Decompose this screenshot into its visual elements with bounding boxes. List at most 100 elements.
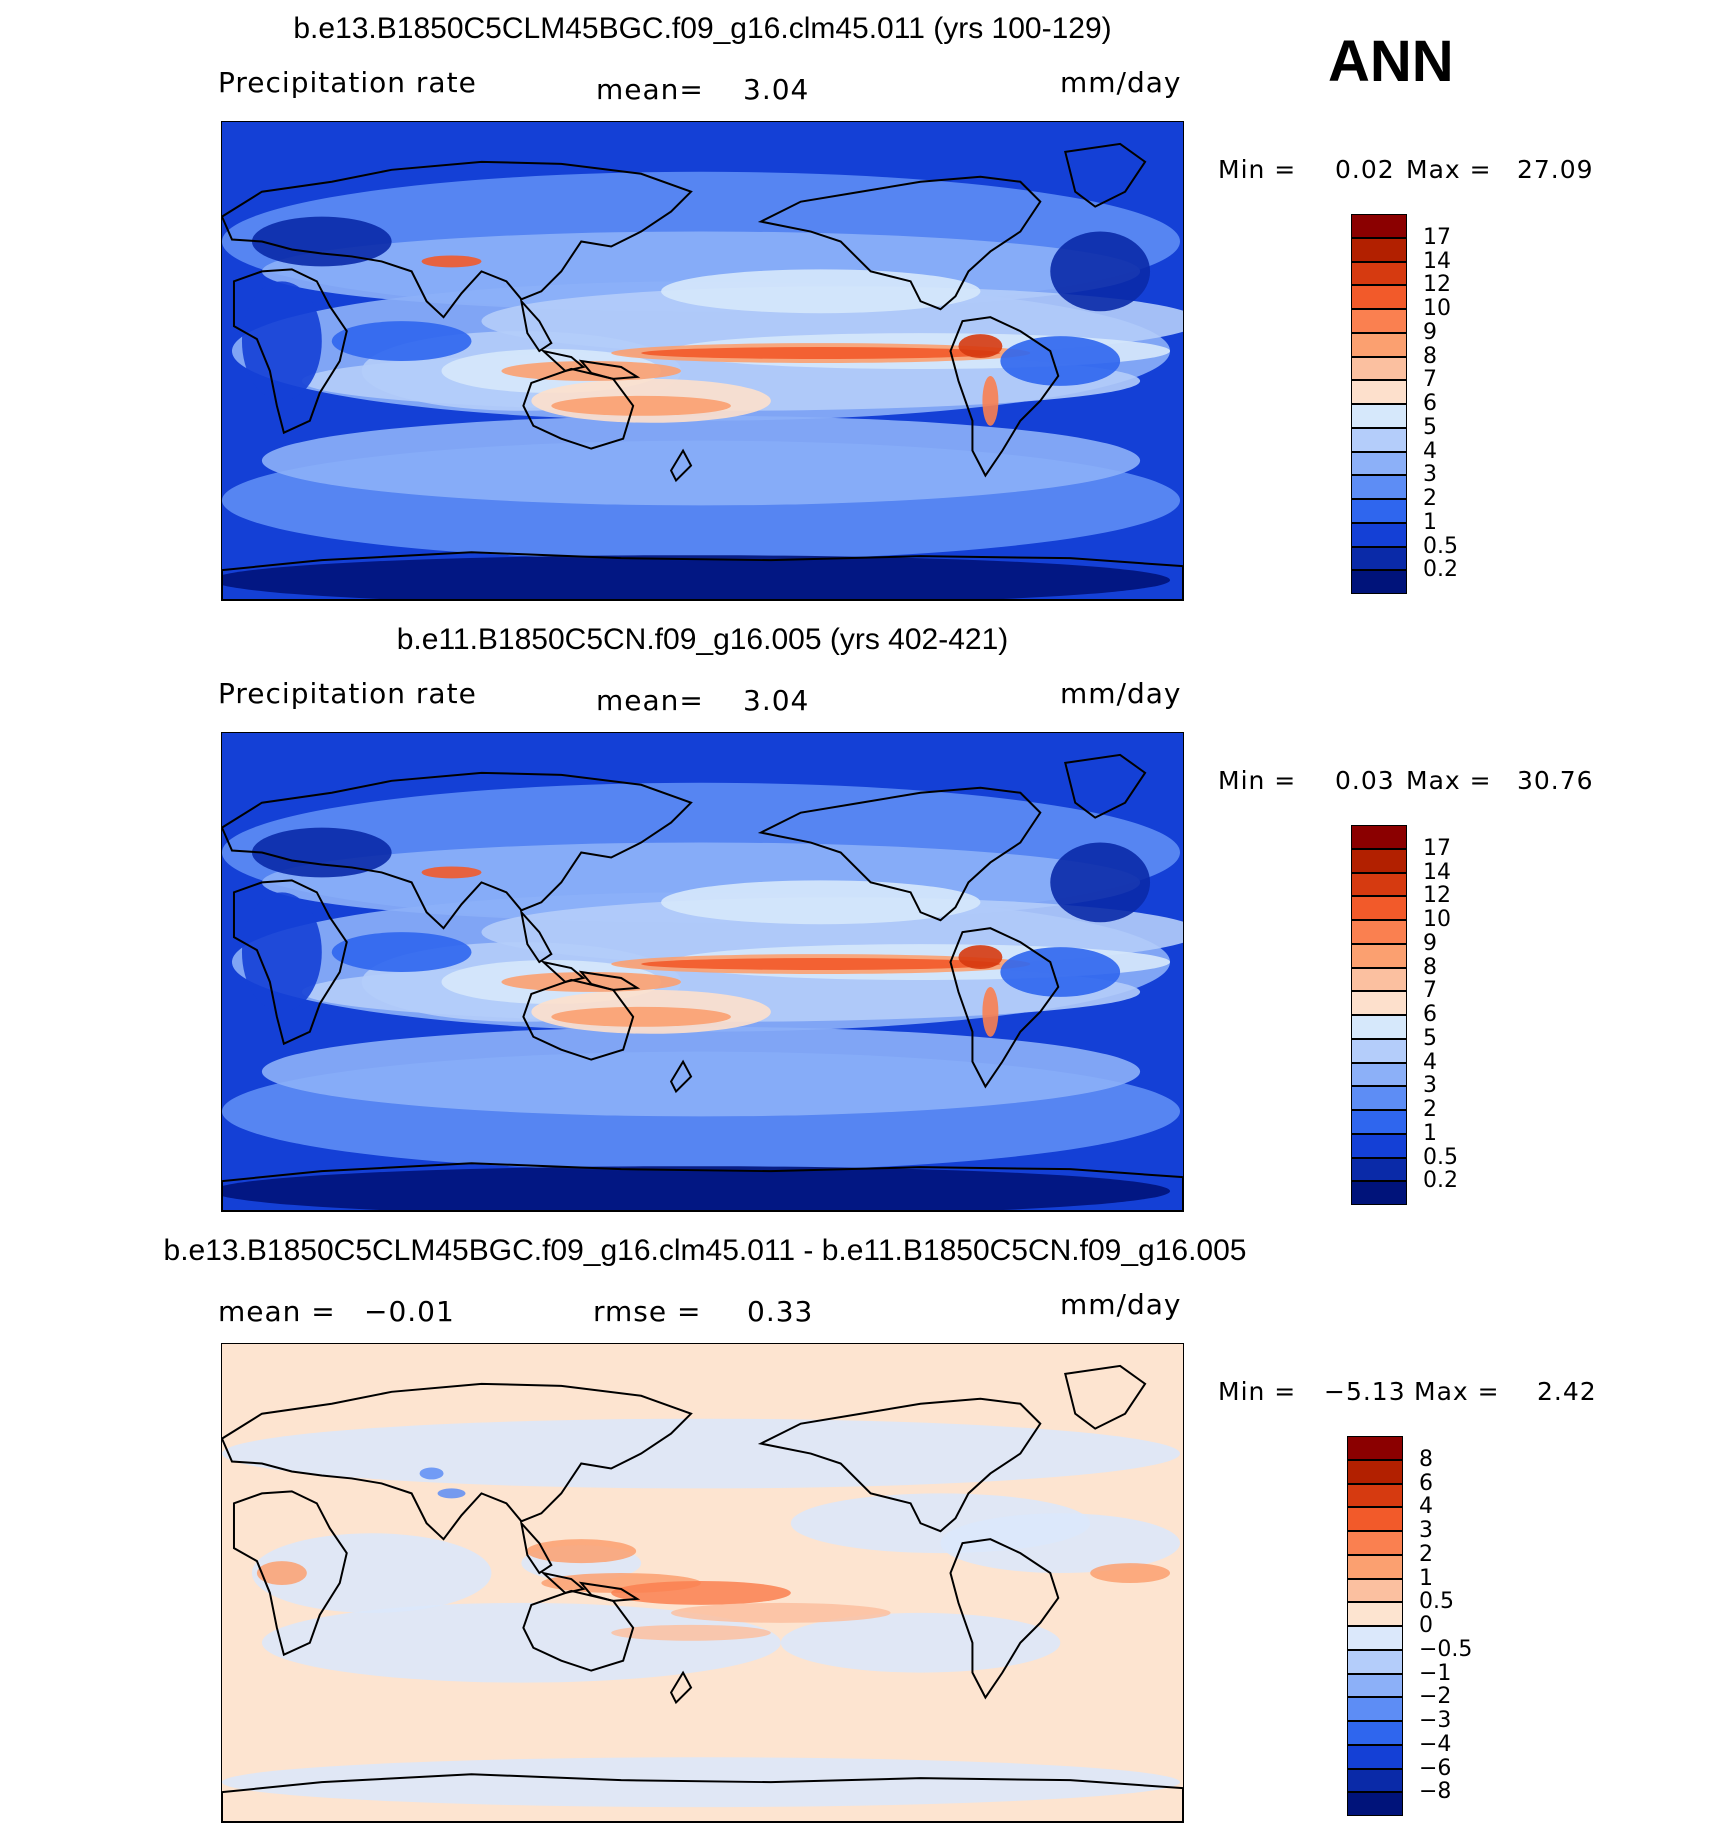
colorbar-swatch <box>1351 475 1407 499</box>
coastline <box>519 1519 553 1575</box>
coastline <box>522 367 635 450</box>
coastline <box>519 297 553 353</box>
colorbar-tick-label: 1 <box>1419 1565 1433 1591</box>
diff-contour-band <box>437 1488 466 1499</box>
min-label: Min = <box>1218 766 1297 795</box>
diff-contour-band <box>222 1418 1181 1489</box>
colorbar-swatch <box>1351 427 1407 452</box>
colorbar-swatch <box>1351 214 1407 238</box>
coastline <box>578 1581 641 1602</box>
panel-title: b.e11.B1850C5CN.f09_g16.005 (yrs 402-421… <box>396 623 1009 656</box>
mean-label: mean = <box>218 1295 336 1328</box>
colorbar-tick-label: 14 <box>1423 859 1451 885</box>
colorbar-tick-label: 8 <box>1419 1446 1433 1472</box>
diff-map <box>221 1343 1184 1823</box>
coastline <box>669 1670 693 1705</box>
coastline <box>222 1773 1183 1822</box>
coastline <box>949 927 1060 1089</box>
colorbar-tick-label: 0.2 <box>1423 1168 1458 1194</box>
coastline <box>222 771 693 930</box>
colorbar-tick-label: 6 <box>1423 391 1437 416</box>
colorbar-tick-label: 7 <box>1423 978 1437 1004</box>
colorbar-swatch <box>1347 1649 1403 1674</box>
coastline <box>519 908 553 964</box>
precip-contour-band <box>1050 231 1151 312</box>
max-value: 27.09 <box>1517 155 1594 184</box>
colorbar-swatch <box>1351 1086 1407 1110</box>
colorbar-tick-label: −0.5 <box>1419 1636 1473 1662</box>
colorbar-tick-label: 5 <box>1423 1025 1437 1051</box>
coastline <box>232 268 348 435</box>
min-label: Min = <box>1218 1377 1297 1406</box>
precip-contour-band <box>982 986 999 1037</box>
colorbar-swatch <box>1351 499 1407 523</box>
colorbar-swatch <box>1347 1744 1403 1769</box>
units-label: mm/day <box>1060 1288 1182 1321</box>
diff-contour-band <box>611 1624 771 1641</box>
min-value: 0.02 <box>1335 155 1395 184</box>
colorbar-tick-label: 0.5 <box>1419 1589 1454 1615</box>
colorbar-tick-label: 9 <box>1423 930 1437 956</box>
colorbar-tick-label: −3 <box>1419 1708 1452 1733</box>
coastline <box>578 359 641 380</box>
colorbar-swatch <box>1351 1157 1407 1182</box>
colorbar-tick-label: 6 <box>1423 1002 1437 1027</box>
precip-contour-band <box>331 932 472 972</box>
precip-contour-band <box>641 958 1001 971</box>
colorbar-tick-label: 10 <box>1423 296 1451 321</box>
coastline <box>522 978 635 1061</box>
colorbar-tick-label: 12 <box>1423 272 1451 298</box>
precip-map-1 <box>221 121 1184 601</box>
coastline <box>949 1538 1060 1700</box>
rmse-value: 0.33 <box>747 1295 814 1328</box>
mean-value: 3.04 <box>743 73 810 106</box>
max-label: Max = <box>1414 1377 1500 1406</box>
precip-contour-band <box>958 334 1003 359</box>
colorbar-tick-label: 4 <box>1423 1049 1437 1075</box>
colorbar-tick-label: 2 <box>1423 486 1437 511</box>
colorbar-tick-label: −2 <box>1419 1684 1452 1710</box>
colorbar-tick-label: 0.5 <box>1423 533 1458 559</box>
precip-contour-band <box>501 972 682 992</box>
min-value: −5.13 <box>1324 1377 1406 1406</box>
precip-contour-band <box>222 555 1170 600</box>
max-value: 2.42 <box>1537 1377 1597 1406</box>
precip-contour-band <box>261 415 1141 506</box>
precip-contour-band <box>331 321 472 361</box>
colorbar-swatch <box>1347 1507 1403 1531</box>
precip-contour-band <box>551 395 731 416</box>
rmse-label: rmse = <box>593 1295 702 1328</box>
coastline <box>539 960 586 984</box>
precip-contour-band <box>641 347 1001 360</box>
max-value: 30.76 <box>1517 766 1594 795</box>
colorbar: 17 14 12 10 9 8 7 6 5 4 3 2 1 0.5 0.2 <box>1351 214 1458 594</box>
colorbar-swatch <box>1347 1483 1403 1508</box>
colorbar-tick-label: −4 <box>1419 1731 1452 1757</box>
precip-contour-band <box>1050 842 1151 923</box>
units-label: mm/day <box>1060 677 1182 710</box>
coastline <box>539 1571 586 1595</box>
coastline <box>1064 753 1147 819</box>
colorbar-tick-label: 6 <box>1419 1470 1433 1496</box>
min-label: Min = <box>1218 155 1297 184</box>
colorbar-swatch <box>1351 404 1407 428</box>
diff-contour-band <box>940 1513 1181 1574</box>
colorbar-swatch <box>1351 522 1407 547</box>
colorbar-tick-label: 1 <box>1423 509 1437 535</box>
coastline <box>1064 142 1147 208</box>
colorbar-tick-label: 2 <box>1419 1541 1433 1567</box>
colorbar-swatch <box>1351 285 1407 309</box>
coastline <box>222 160 693 319</box>
colorbar-swatch <box>1351 237 1407 262</box>
colorbar-swatch <box>1351 1181 1407 1205</box>
colorbar-swatch <box>1351 1110 1407 1134</box>
colorbar-tick-label: 0.2 <box>1423 557 1458 583</box>
colorbar-swatch <box>1351 991 1407 1015</box>
colorbar-swatch <box>1347 1578 1403 1603</box>
panel-title: b.e13.B1850C5CLM45BGC.f09_g16.clm45.011 … <box>163 1234 1247 1267</box>
colorbar-swatch <box>1351 309 1407 333</box>
season-label: ANN <box>1328 29 1454 94</box>
colorbar-tick-label: 7 <box>1423 367 1437 393</box>
coastline <box>222 551 1183 600</box>
precip-contour-band <box>661 880 981 925</box>
